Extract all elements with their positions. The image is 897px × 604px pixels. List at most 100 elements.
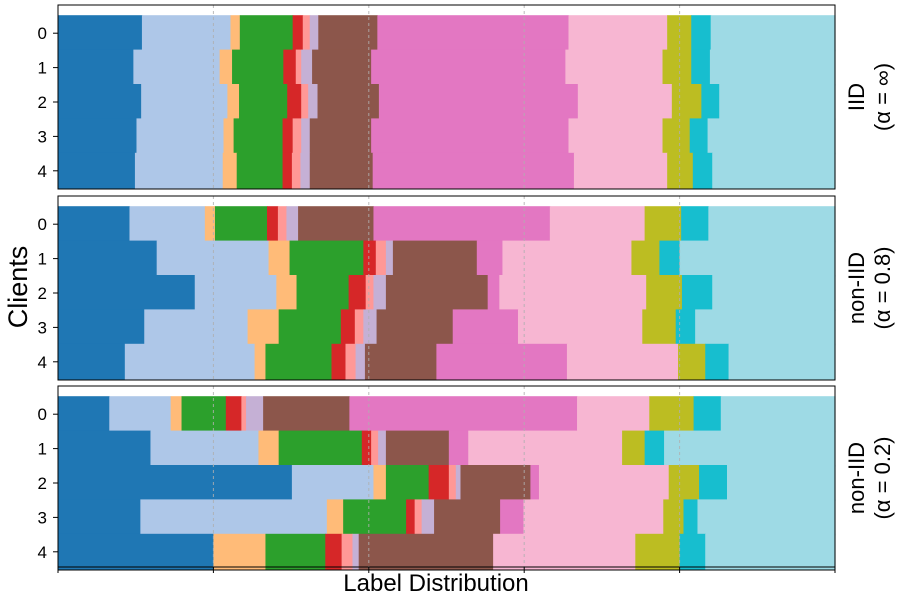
bar-segment-p1-c2-l9 [499,275,647,311]
bar-segment-p2-c4-l9 [493,533,636,570]
bar-segment-p0-c3-l1 [136,118,225,155]
bar-segment-p0-c3-l5 [292,118,302,155]
bar-segment-p2-c2-l1 [291,465,375,501]
bar-segment-p2-c1-l1 [150,430,260,467]
bar-segment-p0-c1-l0 [58,49,134,86]
y-tick-label: 3 [38,508,47,527]
bar-segment-p0-c3-l8 [371,118,570,155]
panel-0: 0 1 2 3 4 IID (α = ∞) [38,4,895,190]
bar-segment-p2-c0-l2 [170,396,183,433]
bar-segment-p1-c3-l6 [363,309,378,346]
bar-segment-p2-c1-l11 [644,430,665,467]
bar-segment-p2-c0-l8 [349,396,578,433]
bar-segment-p0-c0-l0 [58,15,143,52]
bar-segment-p1-c2-l2 [276,275,298,311]
bar-segment-p0-c2-l9 [577,84,673,120]
bar-segment-p0-c4-l3 [236,152,284,189]
bar-segment-p1-c4-l8 [436,343,568,380]
y-tick-label: 0 [38,24,47,43]
bar-segment-p1-c4-l2 [254,343,267,380]
bar-segment-p1-c2-l4 [348,275,367,311]
bar-segment-p2-c0-l4 [225,396,242,433]
bar-segment-p0-c4-l10 [667,152,694,189]
y-tick-label: 4 [38,353,47,372]
bar-segment-p1-c1-l6 [385,240,394,277]
panel-1: 0 1 2 3 4 non-IID (α = 0.8) [38,195,895,381]
bar-segment-p0-c2-l11 [701,84,720,120]
bar-segment-p1-c3-l3 [278,309,342,346]
panel-frame [57,385,836,571]
bar-segment-p0-c0-l12 [710,15,836,52]
bar-segment-p0-c0-l7 [318,15,378,52]
bar-segment-p1-c4-l4 [331,343,347,380]
bar-segment-p2-c1-l10 [622,430,646,467]
bar-segment-p0-c0-l5 [302,15,311,52]
bar-segment-p0-c4-l8 [372,152,575,189]
bar-segment-p2-c2-l9 [538,465,670,501]
bar-segment-p1-c4-l0 [58,343,126,380]
panel-label-line1: IID [844,83,869,111]
bar-segment-p2-c4-l3 [265,533,326,570]
bar-segment-p2-c3-l2 [326,499,344,536]
bar-segment-p0-c2-l7 [317,84,380,120]
bar-segment-p0-c0-l9 [568,15,668,52]
bar-segment-p0-c0-l3 [239,15,294,52]
bar-segment-p1-c0-l8 [373,206,551,243]
y-tick-label: 2 [38,284,47,303]
bar-segment-p2-c4-l10 [635,533,681,570]
bar-segment-p1-c0-l10 [644,206,682,243]
panel-label-line1: non-IID [844,252,869,324]
y-tick-label: 2 [38,93,47,112]
y-tick-label: 1 [38,250,47,269]
bar-segment-p2-c1-l0 [58,430,152,467]
bar-segment-p2-c0-l0 [58,396,110,433]
bar-segment-p1-c2-l6 [373,275,387,311]
bar-segment-p1-c3-l2 [247,309,280,346]
bar-segment-p1-c1-l12 [679,240,836,277]
y-tick-label: 2 [38,474,47,493]
bar-segment-p0-c3-l7 [309,118,372,155]
bar-segment-p0-c1-l3 [232,49,284,86]
bar-segment-p0-c3-l2 [223,118,235,155]
bar-segment-p1-c0-l11 [681,206,709,243]
bar-segment-p2-c0-l7 [263,396,350,433]
bar-segment-p2-c1-l3 [278,430,363,467]
bar-segment-p1-c1-l10 [631,240,660,277]
bar-segment-p1-c3-l0 [58,309,145,346]
bar-segment-p1-c4-l7 [364,343,437,380]
bar-segment-p1-c3-l1 [144,309,249,346]
bar-segment-p0-c4-l7 [309,152,374,189]
panel-label-line1: non-IID [844,442,869,514]
bar-segment-p1-c4-l5 [345,343,357,380]
bar-segment-p0-c1-l10 [662,49,692,86]
bar-segment-p2-c2-l7 [460,465,532,501]
bar-segment-p1-c3-l11 [675,309,696,346]
bar-segment-p1-c4-l6 [355,343,366,380]
bar-segment-p0-c2-l10 [671,84,702,120]
bar-segment-p2-c3-l7 [434,499,501,536]
bar-segment-p2-c0-l10 [649,396,695,433]
bar-segment-p1-c4-l1 [124,343,256,380]
bar-segment-p0-c0-l10 [667,15,692,52]
bar-segment-p2-c1-l12 [664,430,836,467]
bar-segment-p2-c1-l6 [378,430,387,467]
bar-segment-p2-c1-l7 [385,430,450,467]
bar-segment-p1-c1-l8 [476,240,504,277]
bar-segment-p0-c3-l11 [689,118,709,155]
bar-segment-p2-c4-l11 [679,533,706,570]
bar-segment-p2-c3-l11 [683,499,699,536]
bar-segment-p1-c2-l3 [296,275,350,311]
bar-segment-p2-c0-l9 [577,396,650,433]
bar-segment-p1-c4-l9 [566,343,679,380]
bar-segment-p0-c3-l0 [58,118,138,155]
bar-segment-p0-c1-l11 [691,49,711,86]
bar-segment-p1-c4-l10 [678,343,706,380]
y-tick-label: 4 [38,543,47,562]
bar-segment-p1-c0-l6 [286,206,299,243]
y-tick-label: 0 [38,405,47,424]
bar-segment-p2-c0-l5 [241,396,247,433]
bar-segment-p2-c0-l12 [720,396,836,433]
bar-segment-p0-c2-l4 [287,84,302,120]
bar-segment-p0-c0-l8 [377,15,570,52]
bar-segment-p2-c2-l5 [448,465,457,501]
